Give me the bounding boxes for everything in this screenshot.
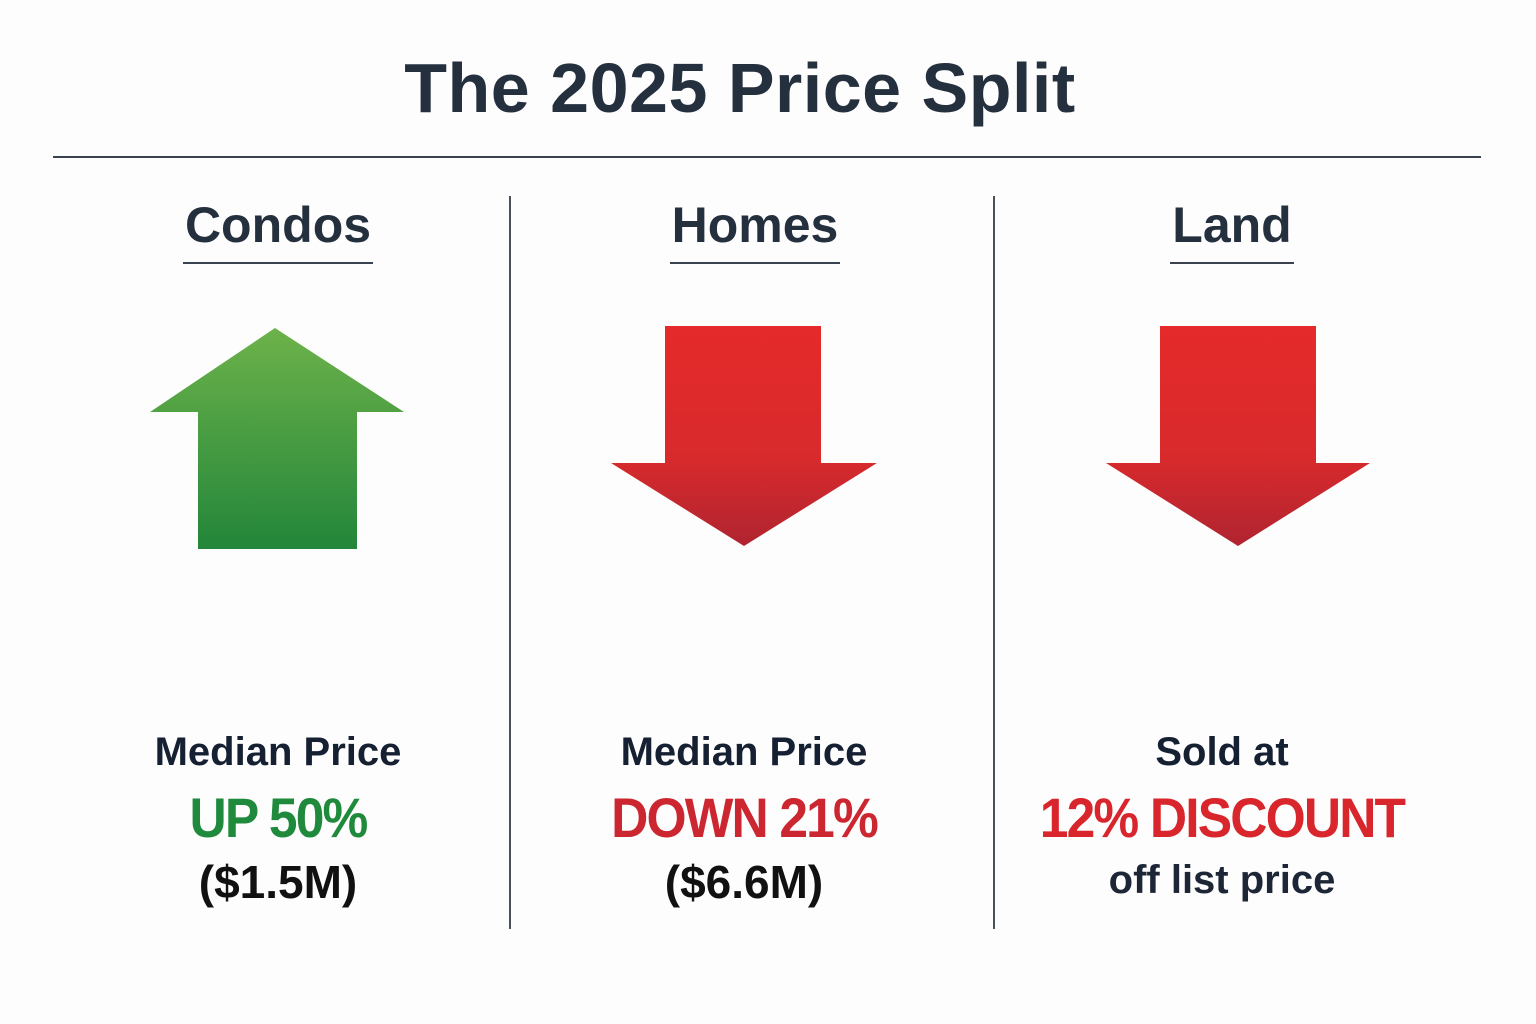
metric-label: Median Price [620,730,868,774]
column-condos: Condos Median Price UP 50% ($1.5M) [78,0,478,1024]
page-title: The 2025 Price Split [404,49,1076,127]
column-land: Land Sold at 12% DISCOUNT off list price [1022,0,1422,1024]
column-heading: Homes [669,196,841,264]
column-heading: Land [1170,196,1294,264]
metric-highlight: DOWN 21% [611,786,879,849]
metric-value: ($1.5M) [198,856,358,908]
metric-note: off list price [1108,858,1336,902]
column-divider [509,196,511,929]
metric-value: ($6.6M) [664,856,824,908]
metric-label: Median Price [154,730,402,774]
column-homes: Homes Median Price DOWN 21% ($6.6M) [544,0,944,1024]
arrow-up-icon [150,328,404,549]
arrow-down-icon [1106,326,1370,546]
column-heading: Condos [182,196,374,264]
arrow-down-icon [611,326,877,546]
column-divider [993,196,995,929]
metric-label: Sold at [1155,730,1289,774]
metric-highlight: 12% DISCOUNT [1039,786,1406,849]
title-divider [53,156,1481,158]
metric-highlight: UP 50% [189,786,368,849]
